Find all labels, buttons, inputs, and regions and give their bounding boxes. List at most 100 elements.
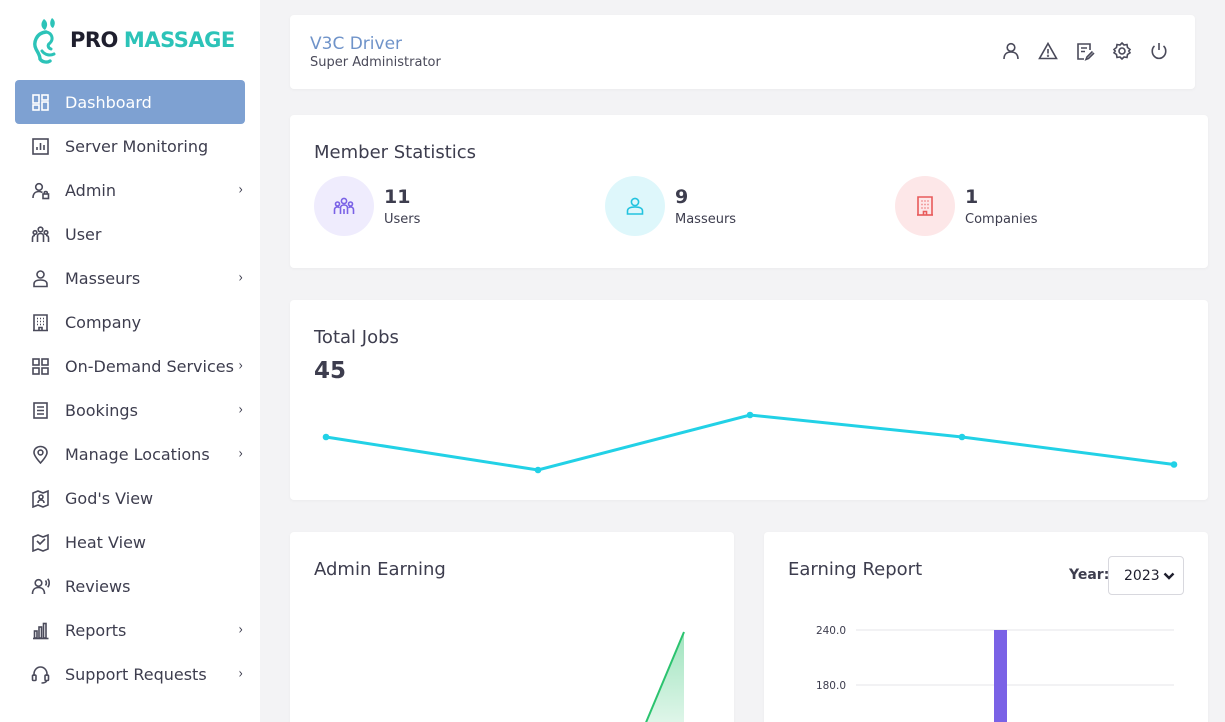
brand-name-massage: MASSAGE [123,28,235,52]
chevron-right-icon: › [238,622,244,638]
power-icon[interactable] [1149,41,1169,61]
total-jobs-point[interactable] [746,411,754,419]
sidebar-item-label: User [65,224,102,244]
admin-earning-line [645,631,685,722]
sidebar-item-dashboard[interactable]: Dashboard [15,80,245,124]
companies-count: 1 [965,185,979,208]
y-tick-label: 180.0 [816,680,846,692]
masseurs-label: Masseurs [675,211,737,227]
review-icon [30,576,50,596]
sidebar-item-label: Bookings [65,400,138,420]
total-jobs-value: 45 [314,358,347,384]
sidebar-item-label: Admin [65,180,116,200]
chart-icon [30,136,50,156]
total-jobs-line-chart [322,411,1178,474]
chevron-down-icon [1163,572,1175,580]
sidebar-item-god-s-view[interactable]: God's View [0,476,260,520]
user-role: Super Administrator [310,55,441,70]
sidebar-menu: Dashboard Server Monitoring Admin › User Mass… [0,80,260,696]
person-icon [30,268,50,288]
total-jobs-title: Total Jobs [314,327,399,348]
building-icon [30,312,50,332]
total-jobs-point[interactable] [322,433,330,441]
chevron-right-icon: › [238,182,244,198]
sidebar-item-label: Manage Locations [65,444,210,464]
profile-icon[interactable] [1001,41,1021,61]
total-jobs-series-line [325,413,1175,472]
sidebar-item-bookings[interactable]: Bookings › [0,388,260,432]
brand-logo[interactable]: PRO MASSAGE [0,0,260,80]
stat-masseurs[interactable]: 9 Masseurs [605,176,736,236]
sidebar-item-support-requests[interactable]: Support Requests › [0,652,260,696]
map-person-icon [30,488,50,508]
year-select[interactable]: 2023 [1108,556,1184,595]
map-icon [30,532,50,552]
sidebar-item-company[interactable]: Company [0,300,260,344]
year-select-value: 2023 [1124,567,1160,584]
edit-icon[interactable] [1075,41,1095,61]
total-jobs-point[interactable] [958,433,966,441]
header-bar: V3C Driver Super Administrator [290,15,1195,89]
sidebar-item-manage-locations[interactable]: Manage Locations › [0,432,260,476]
sidebar-item-label: God's View [65,488,154,508]
chevron-right-icon: › [238,402,244,418]
location-icon [30,444,50,464]
header-actions [1001,41,1169,61]
chevron-right-icon: › [238,666,244,682]
stat-users[interactable]: 11 Users [314,176,420,236]
earning-report-card: Earning Report Year: 2023 240.0 180.0 [764,532,1208,722]
sidebar-item-label: Reviews [65,576,131,596]
sidebar-item-label: Dashboard [65,92,152,112]
sidebar-item-user[interactable]: User [0,212,260,256]
masseurs-count: 9 [675,185,689,208]
companies-label: Companies [965,211,1038,227]
user-lock-icon [30,180,50,200]
headset-icon [30,664,50,684]
sidebar-item-server-monitoring[interactable]: Server Monitoring [0,124,260,168]
earning-report-title: Earning Report [788,559,923,580]
sidebar-item-label: On-Demand Services [65,356,234,376]
admin-earning-card: Admin Earning [290,532,734,722]
member-statistics-card: Member Statistics 11 Users 9 Masseurs 1 … [290,115,1208,268]
total-jobs-point[interactable] [534,466,542,474]
member-statistics-title: Member Statistics [314,142,477,163]
brand-name-pro: PRO [70,28,118,52]
list-icon [30,400,50,420]
grid-icon [30,356,50,376]
logo-icon [33,18,56,64]
y-tick-label: 240.0 [816,625,846,637]
building-icon [895,176,955,236]
chevron-right-icon: › [238,358,244,374]
user-name[interactable]: V3C Driver [310,34,403,54]
sidebar: PRO MASSAGE Dashboard Server Monitoring Ad… [0,0,260,722]
masseur-icon [605,176,665,236]
users-icon [30,224,50,244]
dashboard-icon [30,92,50,112]
chevron-right-icon: › [238,270,244,286]
sidebar-item-label: Reports [65,620,127,640]
sidebar-item-label: Heat View [65,532,147,552]
total-jobs-point[interactable] [1170,461,1178,468]
alert-icon[interactable] [1038,41,1058,61]
stat-companies[interactable]: 1 Companies [895,176,1038,236]
total-jobs-card: Total Jobs 45 [290,300,1208,500]
year-label: Year: [1069,567,1110,583]
sidebar-item-heat-view[interactable]: Heat View [0,520,260,564]
settings-icon[interactable] [1112,41,1132,61]
users-count: 11 [384,185,411,208]
earning-bar[interactable] [994,630,1007,722]
users-icon [314,176,374,236]
admin-earning-title: Admin Earning [314,559,446,580]
sidebar-item-reviews[interactable]: Reviews [0,564,260,608]
admin-earning-area-chart [645,631,685,722]
sidebar-item-label: Support Requests [65,664,207,684]
sidebar-item-admin[interactable]: Admin › [0,168,260,212]
sidebar-item-label: Server Monitoring [65,136,209,156]
sidebar-item-label: Masseurs [65,268,141,288]
sidebar-item-masseurs[interactable]: Masseurs › [0,256,260,300]
bar-chart-icon [30,620,50,640]
sidebar-item-label: Company [65,312,142,332]
sidebar-item-reports[interactable]: Reports › [0,608,260,652]
sidebar-item-on-demand-services[interactable]: On-Demand Services › [0,344,260,388]
earning-report-bar-chart: 240.0 180.0 [816,625,1174,722]
